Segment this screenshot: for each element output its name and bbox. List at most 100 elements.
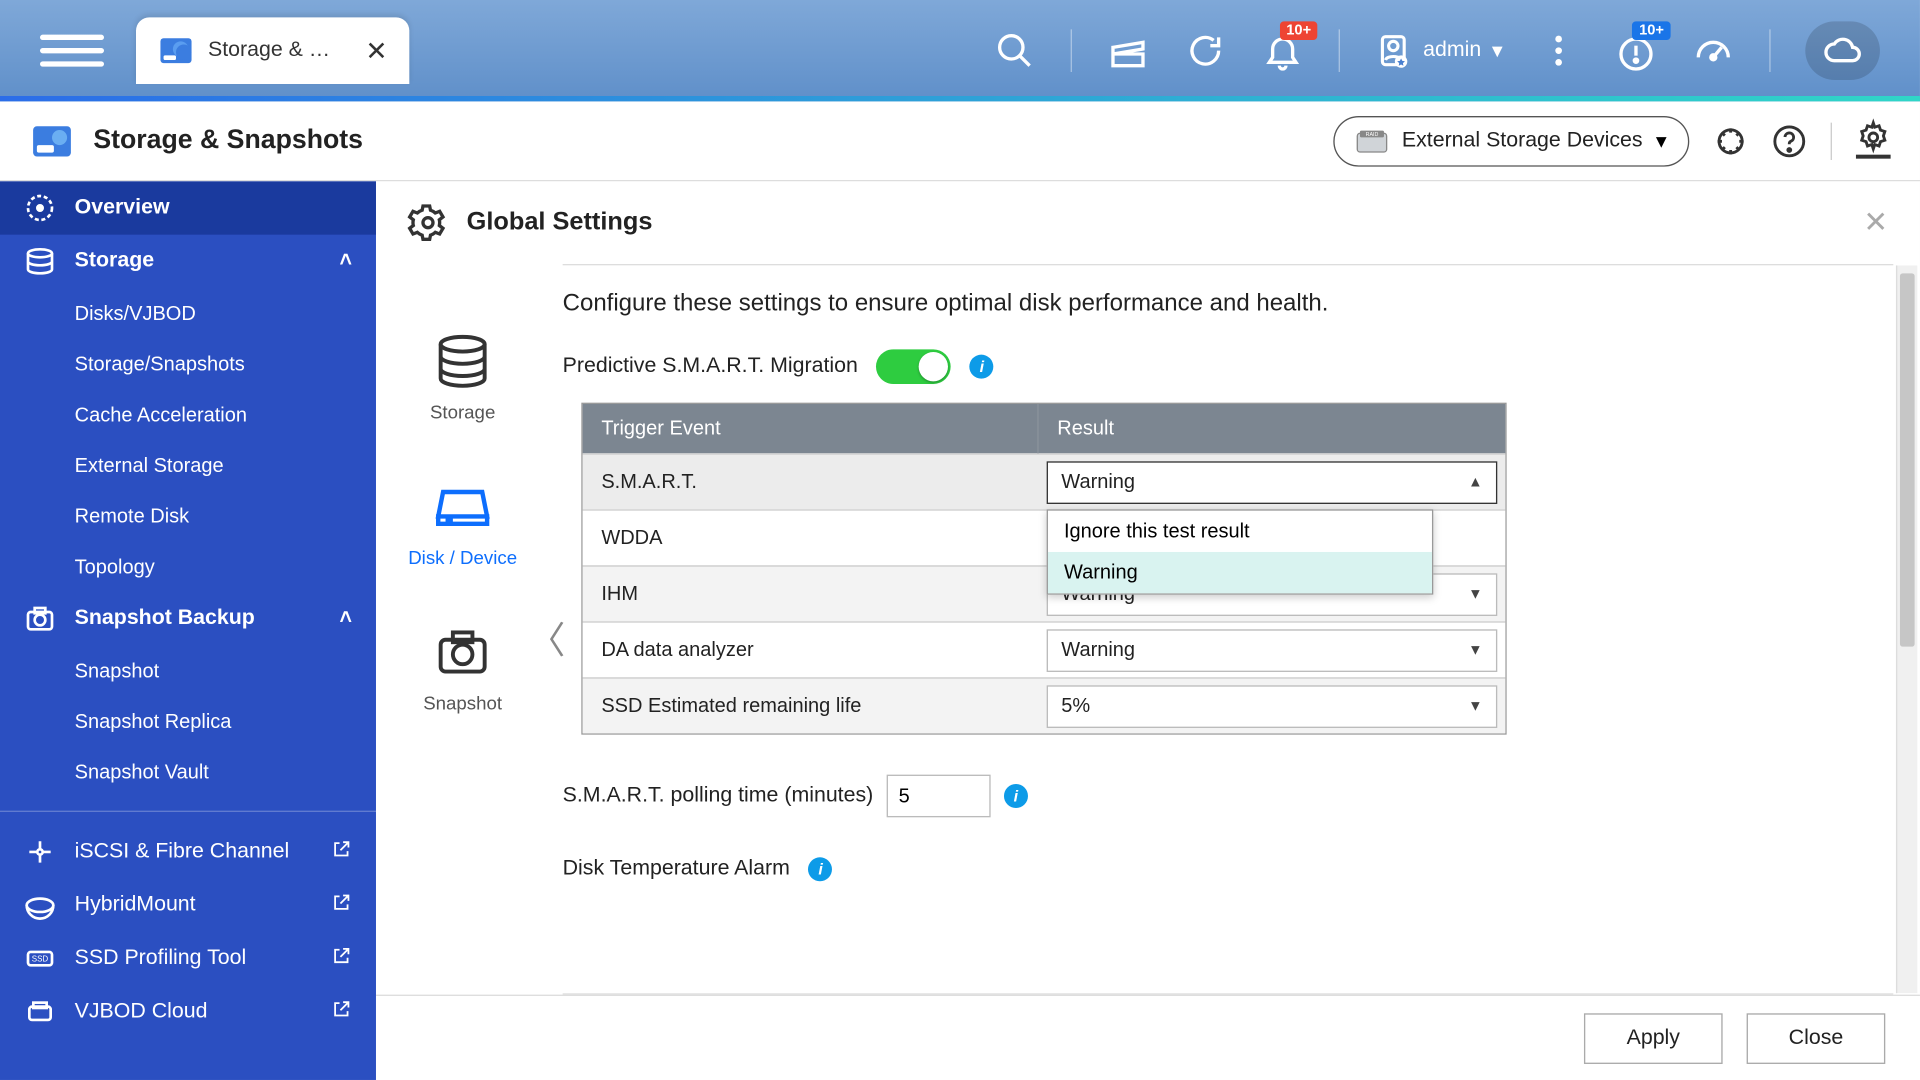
temp-alarm-label: Disk Temperature Alarm — [563, 857, 790, 881]
overview-icon — [24, 192, 56, 224]
external-dropdown-label: External Storage Devices — [1402, 129, 1643, 153]
external-link-icon — [331, 838, 352, 866]
select-value: 5% — [1061, 695, 1090, 718]
polling-input[interactable] — [887, 775, 991, 818]
alert-icon[interactable]: 10+ — [1615, 29, 1658, 72]
gauge-icon[interactable] — [1692, 29, 1735, 72]
info-icon[interactable]: i — [1004, 784, 1028, 808]
search-icon[interactable] — [994, 29, 1037, 72]
app-tab-label: Storage & S… — [208, 39, 341, 63]
external-storage-dropdown[interactable]: RAID External Storage Devices ▾ — [1334, 115, 1689, 166]
bell-badge: 10+ — [1280, 21, 1318, 40]
sidebar-item-snapshot-backup[interactable]: Snapshot Backup ˄ — [0, 592, 376, 645]
topbar-actions: 10+ admin ▾ 10+ — [994, 21, 1880, 80]
dropdown-option[interactable]: Ignore this test result — [1048, 510, 1432, 551]
sidebar-item-topology[interactable]: Topology — [0, 541, 376, 592]
polling-label: S.M.A.R.T. polling time (minutes) — [563, 784, 874, 808]
sidebar-item-ssd[interactable]: SSD SSD Profiling Tool — [0, 932, 376, 985]
vtab-snapshot[interactable]: Snapshot — [423, 622, 502, 714]
os-topbar: Storage & S… ✕ 10+ admin ▾ 10+ — [0, 0, 1920, 101]
vtab-label: Snapshot — [423, 691, 502, 713]
cloud-icon[interactable] — [1805, 21, 1880, 80]
dropdown-menu: Ignore this test result Warning — [1047, 509, 1434, 594]
sidebar: Overview Storage ˄ Disks/VJBOD Storage/S… — [0, 181, 376, 1080]
help-icon[interactable] — [1772, 123, 1807, 158]
gear-icon[interactable] — [1856, 123, 1891, 158]
predictive-label: Predictive S.M.A.R.T. Migration — [563, 355, 858, 379]
trigger-label: SSD Estimated remaining life — [583, 695, 1039, 718]
wand-icon[interactable] — [1713, 123, 1748, 158]
sidebar-item-overview[interactable]: Overview — [0, 181, 376, 234]
user-menu[interactable]: admin ▾ — [1375, 32, 1502, 69]
vtab-label: Disk / Device — [408, 546, 517, 568]
bell-icon[interactable]: 10+ — [1262, 29, 1305, 72]
caret-down-icon: ▼ — [1468, 642, 1483, 658]
table-row: SSD Estimated remaining life 5% ▼ — [583, 677, 1506, 733]
info-icon[interactable]: i — [970, 355, 994, 379]
storage-app-icon — [29, 118, 74, 163]
alert-badge: 10+ — [1632, 21, 1670, 40]
storage-tab-icon — [157, 32, 194, 69]
sidebar-item-storage[interactable]: Storage ˄ — [0, 235, 376, 288]
col-result: Result — [1039, 404, 1506, 453]
apply-button[interactable]: Apply — [1584, 1013, 1723, 1064]
close-icon[interactable]: ✕ — [365, 34, 387, 67]
settings-area: Configure these settings to ensure optim… — [549, 265, 1920, 993]
sidebar-item-remote[interactable]: Remote Disk — [0, 491, 376, 542]
intro-text: Configure these settings to ensure optim… — [563, 289, 1880, 317]
predictive-toggle[interactable] — [877, 349, 952, 384]
svg-text:SSD: SSD — [32, 954, 49, 963]
sidebar-item-disks[interactable]: Disks/VJBOD — [0, 288, 376, 339]
table-row: S.M.A.R.T. Warning ▲ Ignore this test re… — [583, 453, 1506, 509]
menu-icon[interactable] — [40, 19, 104, 83]
close-icon[interactable]: ✕ — [1863, 205, 1888, 240]
table-row: DA data analyzer Warning▼ — [583, 621, 1506, 677]
caret-up-icon: ▲ — [1468, 474, 1483, 490]
caret-down-icon: ▼ — [1468, 698, 1483, 714]
caret-down-icon: ▼ — [1468, 586, 1483, 602]
sidebar-item-vjbod[interactable]: VJBOD Cloud — [0, 985, 376, 1038]
sidebar-item-cache[interactable]: Cache Acceleration — [0, 389, 376, 440]
app-tab-storage[interactable]: Storage & S… ✕ — [136, 17, 409, 84]
sidebar-item-snapshot[interactable]: Snapshot — [0, 645, 376, 696]
dots-icon[interactable] — [1537, 29, 1580, 72]
vtab-disk[interactable]: Disk / Device — [408, 477, 517, 569]
chevron-up-icon: ˄ — [340, 607, 352, 631]
close-button[interactable]: Close — [1747, 1013, 1886, 1064]
ssd-icon: SSD — [24, 943, 56, 975]
sidebar-label: Snapshot Backup — [75, 607, 255, 631]
vertical-tabs: Storage Disk / Device Snapshot — [376, 265, 549, 993]
trigger-label: S.M.A.R.T. — [583, 471, 1039, 494]
external-link-icon — [331, 998, 352, 1026]
sidebar-item-external[interactable]: External Storage — [0, 440, 376, 491]
sidebar-label: SSD Profiling Tool — [75, 947, 247, 971]
result-select-ssd[interactable]: 5% ▼ — [1047, 685, 1498, 728]
sidebar-item-iscsi[interactable]: iSCSI & Fibre Channel — [0, 825, 376, 878]
info-icon[interactable]: i — [809, 857, 833, 881]
sidebar-label: HybridMount — [75, 893, 196, 917]
col-trigger: Trigger Event — [583, 404, 1039, 453]
sidebar-label: VJBOD Cloud — [75, 1000, 208, 1024]
clapper-icon[interactable] — [1107, 29, 1150, 72]
sidebar-item-hybrid[interactable]: HybridMount — [0, 879, 376, 932]
sidebar-item-replica[interactable]: Snapshot Replica — [0, 696, 376, 747]
panel-header: Global Settings ✕ — [376, 181, 1920, 264]
result-select-da[interactable]: Warning ▼ — [1047, 629, 1498, 672]
dropdown-option[interactable]: Warning — [1048, 551, 1432, 592]
external-link-icon — [331, 945, 352, 973]
refresh-icon[interactable] — [1184, 29, 1227, 72]
raid-icon: RAID — [1357, 127, 1389, 154]
svg-text:RAID: RAID — [1366, 131, 1379, 137]
user-name: admin — [1423, 39, 1481, 63]
camera-icon — [24, 603, 56, 635]
panel-footer: Apply Close — [376, 995, 1920, 1080]
select-value: Warning — [1061, 639, 1135, 662]
result-select-smart[interactable]: Warning ▲ — [1047, 461, 1498, 504]
scrollbar[interactable] — [1896, 265, 1917, 993]
sidebar-label: iSCSI & Fibre Channel — [75, 840, 290, 864]
sidebar-item-vault[interactable]: Snapshot Vault — [0, 747, 376, 798]
chevron-down-icon: ▾ — [1656, 127, 1667, 154]
sidebar-item-storage-snapshots[interactable]: Storage/Snapshots — [0, 339, 376, 390]
main-panel: Global Settings ✕ Storage Disk / Device … — [376, 181, 1920, 1080]
vtab-storage[interactable]: Storage — [430, 332, 495, 424]
